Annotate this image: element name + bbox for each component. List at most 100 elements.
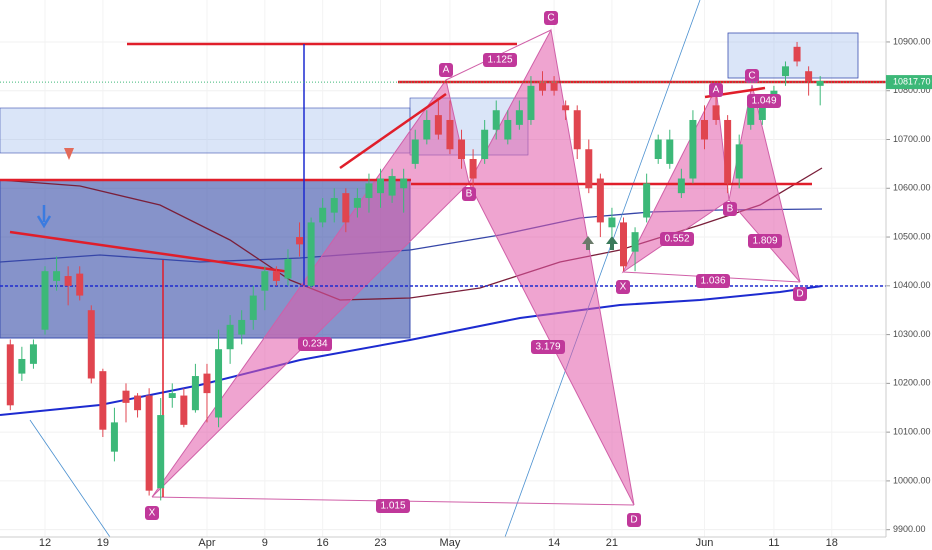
annotation: C: [547, 13, 554, 24]
candle-body: [215, 349, 223, 418]
candle-body: [735, 144, 743, 179]
candle-body: [41, 271, 49, 330]
candle-body: [400, 178, 408, 189]
annotation-box: [745, 69, 759, 83]
candle-body: [29, 344, 37, 364]
y-tick-label: 10400.00: [893, 280, 931, 290]
annotation: X: [620, 282, 627, 293]
candle-body: [319, 207, 327, 223]
candle-body: [238, 319, 246, 335]
x-tick-label: 16: [317, 537, 329, 549]
y-tick-label: 10000.00: [893, 475, 931, 485]
candle-body: [446, 119, 454, 150]
candle-body: [816, 80, 824, 86]
y-tick-label: 10500.00: [893, 231, 931, 241]
candle-body: [747, 100, 755, 125]
annotation: B: [466, 189, 473, 200]
annotation-box: [627, 513, 641, 527]
x-tick-label: 18: [826, 537, 838, 549]
trend-line: [339, 92, 447, 170]
annotations: X A B C D 1.125 0.234 3.179 1.015 X A B C D 0.552 1.809…: [145, 11, 807, 527]
candle-body: [6, 344, 14, 406]
last-price-label: 10817.70: [893, 76, 931, 86]
annotation-box: [298, 337, 332, 351]
candle-body: [110, 422, 118, 452]
annotation: 1.036: [700, 276, 725, 287]
annotation: 1.809: [752, 236, 777, 247]
candle-body: [87, 310, 95, 379]
candle-body: [562, 105, 570, 111]
candle-body: [608, 217, 616, 228]
candle-body: [585, 149, 593, 189]
annotation: 0.552: [664, 234, 689, 245]
candle-body: [770, 90, 778, 96]
candle-body: [481, 129, 489, 160]
x-tick-label: Apr: [198, 537, 215, 549]
candle-body: [805, 71, 813, 81]
candles: [6, 41, 824, 501]
candle-body: [434, 115, 442, 135]
annotation: 1.049: [751, 96, 776, 107]
annotation: A: [443, 65, 450, 76]
annotation-box: [376, 499, 410, 513]
candle-body: [573, 110, 581, 150]
candle-body: [758, 105, 766, 120]
last-price-box: [886, 75, 932, 90]
x-tick-label: Jun: [696, 537, 714, 549]
x-tick-label: 14: [548, 537, 560, 549]
candle-body: [377, 178, 385, 194]
candle-body: [469, 159, 477, 179]
annotation-box: [483, 53, 517, 67]
annotation-box: [793, 287, 807, 301]
candle-body: [712, 105, 720, 120]
arrow: [582, 236, 594, 250]
candle-body: [504, 119, 512, 140]
x-tick-label: May: [440, 537, 461, 549]
candle-body: [793, 46, 801, 62]
annotation: 1.125: [487, 55, 512, 66]
candle-body: [307, 222, 315, 286]
arrow: [64, 148, 74, 160]
x-tick-label: 11: [768, 537, 779, 549]
x-tick-label: 21: [606, 537, 618, 549]
candle-body: [284, 258, 292, 279]
candle-body: [724, 119, 732, 184]
annotation: B: [727, 204, 734, 215]
annotation: D: [630, 515, 637, 526]
annotation-box: [748, 234, 782, 248]
candle-body: [596, 178, 604, 223]
candle-body: [550, 80, 558, 91]
candle-body: [411, 139, 419, 164]
candle-body: [122, 390, 130, 403]
candle-body: [191, 376, 199, 411]
candle-body: [353, 198, 361, 208]
candle-body: [700, 119, 708, 140]
trend-line: [29, 419, 111, 538]
candle-body: [388, 176, 396, 196]
annotation-box: [747, 94, 781, 108]
annotation-box: [439, 63, 453, 77]
y-tick-label: 9900.00: [893, 524, 926, 534]
candle-body: [145, 395, 153, 491]
candle-body: [423, 119, 431, 140]
candle-body: [643, 183, 651, 218]
candle-body: [157, 415, 165, 489]
candle-body: [249, 295, 257, 320]
annotation-box: [462, 187, 476, 201]
trend-line: [504, 0, 701, 538]
candle-body: [261, 271, 269, 291]
annotation: 1.015: [380, 501, 405, 512]
candle-body: [342, 193, 350, 223]
x-tick-label: 23: [374, 537, 386, 549]
candle-body: [539, 80, 547, 91]
annotation-box: [544, 11, 558, 25]
candle-body: [527, 85, 535, 120]
arrow: [36, 205, 52, 229]
candle-body: [296, 237, 304, 245]
candle-body: [64, 276, 72, 286]
annotation-box: [531, 340, 565, 354]
candle-body: [53, 271, 61, 281]
candle-body: [666, 139, 674, 164]
candle-body: [76, 273, 84, 296]
